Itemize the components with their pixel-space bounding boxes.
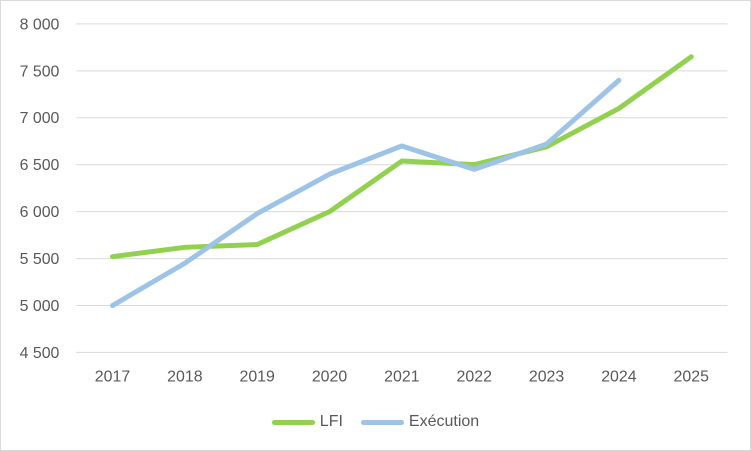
y-axis-tick-label: 7 000 <box>20 110 60 127</box>
y-axis-tick-label: 5 500 <box>20 251 60 268</box>
x-axis-tick-label: 2022 <box>457 368 493 385</box>
legend-swatch-execution <box>360 419 404 425</box>
legend-item-execution: Exécution <box>360 413 480 430</box>
x-axis-tick-label: 2023 <box>529 368 565 385</box>
series-line-lfi <box>109 54 694 260</box>
x-axis-tick-label: 2017 <box>95 368 131 385</box>
y-axis-tick-label: 8 000 <box>20 16 60 33</box>
x-axis-tick-label: 2019 <box>239 368 275 385</box>
y-axis-tick-label: 4 500 <box>20 345 60 362</box>
legend-label-execution: Exécution <box>408 413 480 430</box>
x-axis-tick-label: 2021 <box>384 368 420 385</box>
x-axis-tick-label: 2020 <box>312 368 348 385</box>
y-axis-tick-label: 7 500 <box>20 63 60 80</box>
y-axis-tick-label: 5 000 <box>20 298 60 315</box>
legend-label-lfi: LFI <box>319 413 343 430</box>
x-axis-tick-label: 2018 <box>167 368 203 385</box>
legend-item-lfi: LFI <box>271 413 343 430</box>
series-line-execution <box>109 77 622 309</box>
x-axis-tick-label: 2025 <box>674 368 710 385</box>
x-axis-tick-label: 2024 <box>601 368 637 385</box>
legend-swatch-lfi <box>271 419 315 425</box>
y-axis-tick-label: 6 500 <box>20 157 60 174</box>
y-axis-tick-label: 6 000 <box>20 204 60 221</box>
legend: LFI Exécution <box>1 410 750 434</box>
